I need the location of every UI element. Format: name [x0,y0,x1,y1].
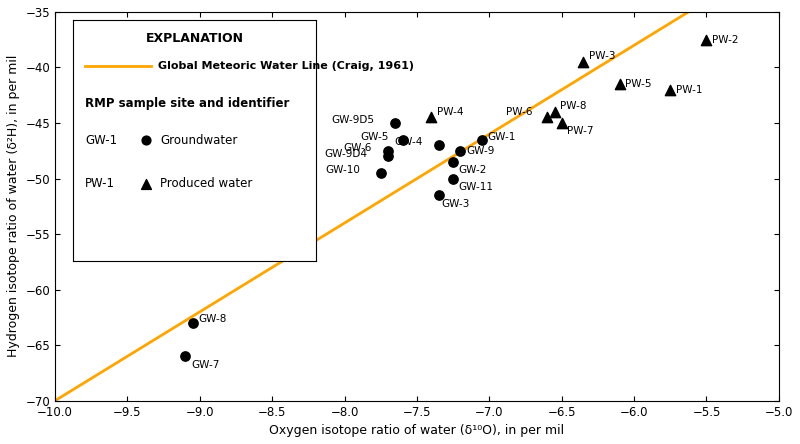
Point [548,108,561,115]
Text: GW-3: GW-3 [442,198,470,209]
Point [446,159,459,166]
Point [382,147,394,155]
Text: GW-9D4: GW-9D4 [324,149,367,159]
Text: GW-9D5: GW-9D5 [331,115,374,125]
Point [179,353,192,360]
Text: GW-4: GW-4 [394,138,422,147]
Text: PW-3: PW-3 [589,52,615,61]
Text: GW-1: GW-1 [488,132,516,142]
Text: GW-8: GW-8 [198,314,226,324]
Point [454,147,467,155]
Point [382,153,394,160]
Point [555,119,568,127]
Point [664,86,677,93]
Point [432,192,445,199]
Y-axis label: Hydrogen isotope ratio of water (δ²H), in per mil: Hydrogen isotope ratio of water (δ²H), i… [7,55,20,357]
Text: GW-10: GW-10 [326,165,360,175]
Point [700,36,713,43]
Point [614,80,626,87]
Text: GW-11: GW-11 [458,182,494,192]
Text: PW-6: PW-6 [506,107,532,117]
Text: GW-6: GW-6 [343,143,372,153]
Point [476,136,489,143]
Text: GW-9: GW-9 [466,146,494,156]
Text: PW-8: PW-8 [560,101,586,111]
Text: GW-7: GW-7 [191,360,219,369]
Point [446,175,459,182]
Point [374,170,387,177]
Text: PW-1: PW-1 [676,85,702,95]
Text: PW-4: PW-4 [437,107,463,117]
Point [432,142,445,149]
Point [186,319,199,326]
Point [541,114,554,121]
Point [577,58,590,65]
Point [389,119,402,127]
Text: GW-2: GW-2 [458,165,487,175]
Point [396,136,409,143]
X-axis label: Oxygen isotope ratio of water (δ¹⁰O), in per mil: Oxygen isotope ratio of water (δ¹⁰O), in… [270,424,565,437]
Text: PW-7: PW-7 [567,127,594,136]
Text: PW-5: PW-5 [625,79,652,89]
Point [425,114,438,121]
Text: PW-2: PW-2 [712,35,738,45]
Text: GW-5: GW-5 [361,132,390,142]
